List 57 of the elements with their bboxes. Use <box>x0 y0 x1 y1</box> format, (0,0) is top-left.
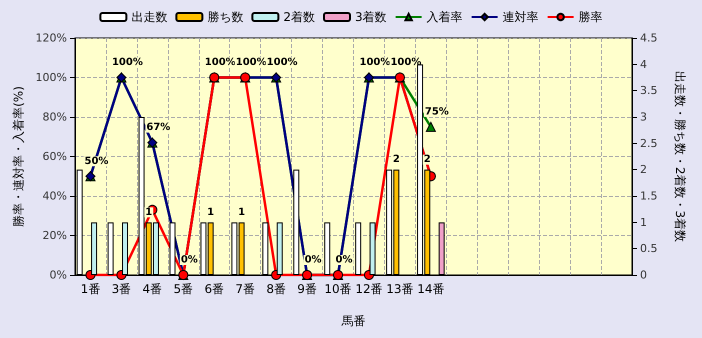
legend-label: 連対率 <box>502 10 539 24</box>
data-label: 67% <box>146 122 170 134</box>
y2-tick-label: 1 <box>640 216 647 229</box>
y2-tick-label: 4 <box>640 58 647 71</box>
x-tick-label: 12番 <box>355 282 383 296</box>
y-tick-label: 80% <box>42 110 67 124</box>
y-tick-label: 40% <box>42 190 67 202</box>
y2-tick-label: 3 <box>640 110 647 124</box>
y-tick-label: 60% <box>42 150 67 163</box>
y2-tick-label: 2.5 <box>640 136 658 150</box>
data-label: 0% <box>304 254 322 266</box>
data-label: 1 <box>145 206 152 218</box>
x-tick-label: 10番 <box>324 282 352 296</box>
x-tick-label: 13番 <box>386 282 414 296</box>
data-label: 1 <box>238 206 246 218</box>
data-label: 100% <box>360 57 390 68</box>
legend-label: 勝ち数 <box>207 10 244 24</box>
data-label: 100% <box>266 57 298 68</box>
data-label: 0% <box>336 254 353 266</box>
y2-tick-label: 3.5 <box>640 84 658 98</box>
x-tick-label: 4番 <box>142 282 162 296</box>
data-label: 75% <box>424 106 449 118</box>
y2-axis-title: 出走数・勝ち数・2着数・3着数 <box>673 70 687 242</box>
y2-tick-label: 0.5 <box>640 242 658 256</box>
y2-tick-label: 0 <box>640 268 647 282</box>
x-tick-label: 14番 <box>417 282 444 296</box>
data-label: 1 <box>207 206 214 218</box>
data-label: 50% <box>84 156 108 167</box>
data-label: 100% <box>390 57 422 68</box>
x-tick-label: 7番 <box>235 282 256 296</box>
y-tick-label: 120% <box>36 32 67 44</box>
legend-label: 出走数 <box>131 10 168 24</box>
y-tick-label: 0% <box>50 268 67 282</box>
legend-label: 入着率 <box>426 10 463 24</box>
data-label: 100% <box>204 57 236 68</box>
data-label: 2 <box>424 154 431 166</box>
x-tick-label: 1番 <box>80 282 100 296</box>
legend-label: 3着数 <box>355 10 387 24</box>
point <box>426 122 436 132</box>
y-axis-title: 勝率・連対率・入着率(%) <box>12 86 26 227</box>
data-label: 2 <box>392 154 400 166</box>
data-label: 100% <box>236 57 267 68</box>
x-tick-label: 9番 <box>297 282 317 296</box>
y2-tick-label: 4.5 <box>640 32 658 44</box>
x-tick-label: 3番 <box>112 282 132 296</box>
y-tick-label: 100% <box>36 71 67 84</box>
y2-tick-label: 2 <box>640 163 647 176</box>
data-label: 0% <box>180 254 198 266</box>
legend-label: 勝率 <box>578 10 603 24</box>
y-tick-label: 20% <box>42 229 67 242</box>
y2-tick-label: 1.5 <box>640 190 658 202</box>
x-tick-label: 8番 <box>266 282 286 296</box>
x-tick-label: 5番 <box>173 282 194 296</box>
legend-label: 2着数 <box>283 10 316 24</box>
x-axis-title: 馬番 <box>340 314 366 328</box>
x-tick-label: 6番 <box>204 282 224 296</box>
data-label: 100% <box>112 57 143 68</box>
